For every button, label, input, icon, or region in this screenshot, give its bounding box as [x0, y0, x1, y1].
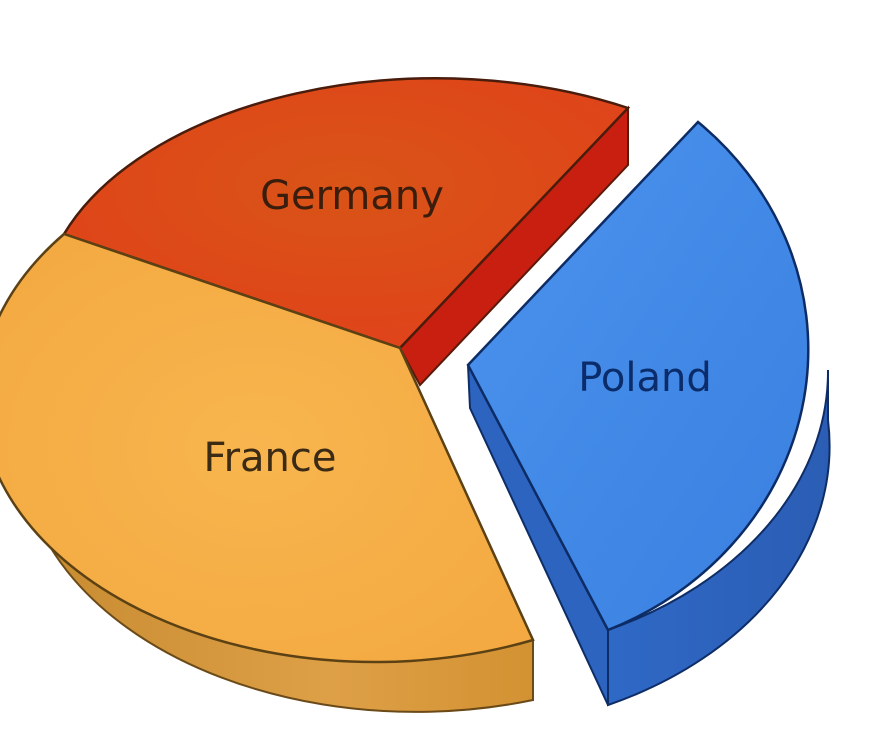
label-germany: Germany — [260, 173, 444, 219]
poland-side-face — [607, 369, 831, 707]
label-france: France — [203, 435, 336, 481]
label-poland: Poland — [578, 355, 712, 401]
slice-poland — [466, 120, 810, 632]
slice-france — [0, 232, 535, 664]
